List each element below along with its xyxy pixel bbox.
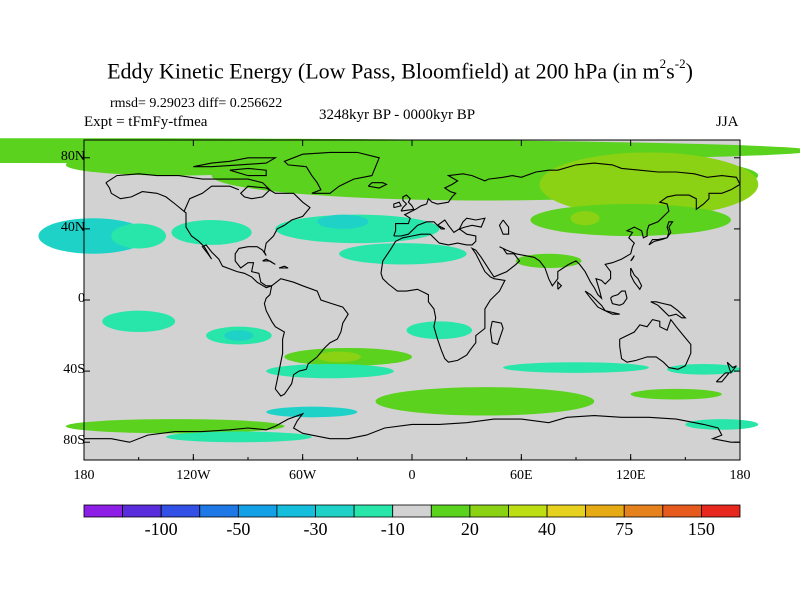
- colorbar-swatch: [83, 504, 123, 518]
- lat-label: 40S: [63, 362, 85, 378]
- coastline-segment: [489, 320, 504, 346]
- coastline-segment: [498, 219, 510, 235]
- coastline-segment: [557, 280, 563, 290]
- coastline-segment: [393, 201, 402, 209]
- anomaly-region: [166, 431, 312, 443]
- coastline-segment: [229, 167, 267, 177]
- anomaly-region: [224, 330, 254, 341]
- anomaly-region: [570, 211, 600, 226]
- coastline-segment: [650, 301, 687, 319]
- colorbar-label: 40: [538, 519, 557, 539]
- lon-label: 60W: [289, 468, 317, 483]
- colorbar-swatch: [585, 504, 625, 518]
- colorbar-swatch: [701, 504, 741, 518]
- coastline-segment: [630, 267, 643, 291]
- anomaly-region: [375, 387, 595, 416]
- anomaly-region: [171, 220, 252, 245]
- colorbar-swatch: [122, 504, 162, 518]
- axis-ticks: [83, 140, 741, 460]
- coastline-segment: [84, 412, 740, 443]
- colorbar-swatch: [353, 504, 394, 518]
- colorbar-label: -50: [226, 519, 251, 539]
- colorbar-swatch: [160, 504, 201, 518]
- stats-label: rmsd= 9.29023 diff= 0.256622: [110, 96, 283, 111]
- coastline-segment: [278, 265, 289, 269]
- coastline-segment: [105, 173, 311, 287]
- colorbar-swatch: [623, 504, 664, 518]
- coastline-segment: [400, 194, 415, 212]
- lat-label: 40N: [60, 219, 85, 235]
- colorbar-swatch: [237, 504, 278, 518]
- coastline-segment: [193, 157, 278, 168]
- colorbar-label: 75: [615, 519, 634, 539]
- anomaly-region: [630, 388, 722, 400]
- coastline-segment: [263, 278, 349, 397]
- coastline-segment: [726, 361, 737, 375]
- anomaly-region: [685, 419, 759, 430]
- period-label: 3248kyr BP - 0000kyr BP: [319, 107, 476, 123]
- lon-label: 0: [408, 468, 416, 483]
- anomaly-region: [406, 321, 473, 340]
- coastline-segment: [630, 255, 635, 262]
- lat-label: 80S: [63, 433, 85, 449]
- coastline-segment: [619, 318, 692, 370]
- coastline-segment: [393, 162, 741, 237]
- colorbar-swatch: [276, 504, 316, 518]
- experiment-label: Expt = tFmFy-tfmea: [84, 114, 208, 130]
- anomaly-region: [667, 364, 740, 375]
- colorbar-swatch: [508, 504, 548, 518]
- lat-label: 0: [78, 291, 85, 306]
- anomaly-region: [111, 223, 166, 249]
- figure-title: Eddy Kinetic Energy (Low Pass, Bloomfiel…: [107, 56, 693, 84]
- colorbar-label: -100: [144, 519, 178, 539]
- anomaly-region: [266, 364, 394, 379]
- coastline-segment: [584, 290, 620, 315]
- coastline-segment: [380, 183, 741, 363]
- lon-label: 60E: [510, 468, 533, 483]
- colorbar-swatch: [315, 504, 355, 518]
- colorbar-label: 20: [460, 519, 479, 539]
- coastlines: [84, 151, 741, 443]
- colorbar-swatch: [469, 504, 509, 518]
- lon-label: 180: [73, 468, 95, 483]
- anomaly-region: [317, 214, 369, 229]
- lon-label: 120W: [176, 468, 211, 483]
- anomaly-region: [102, 310, 176, 333]
- colorbar-label: -10: [380, 519, 405, 539]
- anomaly-region: [317, 351, 361, 363]
- colorbar-swatch: [662, 504, 702, 518]
- coastline-segment: [105, 182, 272, 289]
- colorbar-swatch: [392, 504, 432, 518]
- coastline-segment: [183, 185, 240, 212]
- anomaly-region: [339, 243, 467, 265]
- coastline-segment: [715, 372, 731, 383]
- lon-label: 180: [729, 468, 751, 483]
- coastline-segment: [283, 151, 380, 194]
- anomaly-region: [266, 406, 358, 418]
- coastline-segment: [367, 182, 388, 189]
- lon-label: 120E: [615, 468, 646, 483]
- anomaly-region: [503, 362, 649, 373]
- colorbar-label: 150: [687, 519, 715, 539]
- coastline-segment: [610, 290, 628, 306]
- anomaly-region: [530, 204, 731, 236]
- colorbar: [83, 504, 741, 518]
- lat-label: 80N: [60, 148, 85, 164]
- colorbar-swatch: [430, 504, 471, 518]
- colorbar-swatch: [546, 504, 587, 518]
- colorbar-swatch: [199, 504, 239, 518]
- anomaly-region: [539, 152, 759, 217]
- season-label: JJA: [716, 114, 739, 130]
- map-plot-area: [0, 138, 800, 461]
- colorbar-label: -30: [303, 519, 328, 539]
- coastline-segment: [262, 258, 276, 265]
- coastline-segment: [648, 221, 674, 246]
